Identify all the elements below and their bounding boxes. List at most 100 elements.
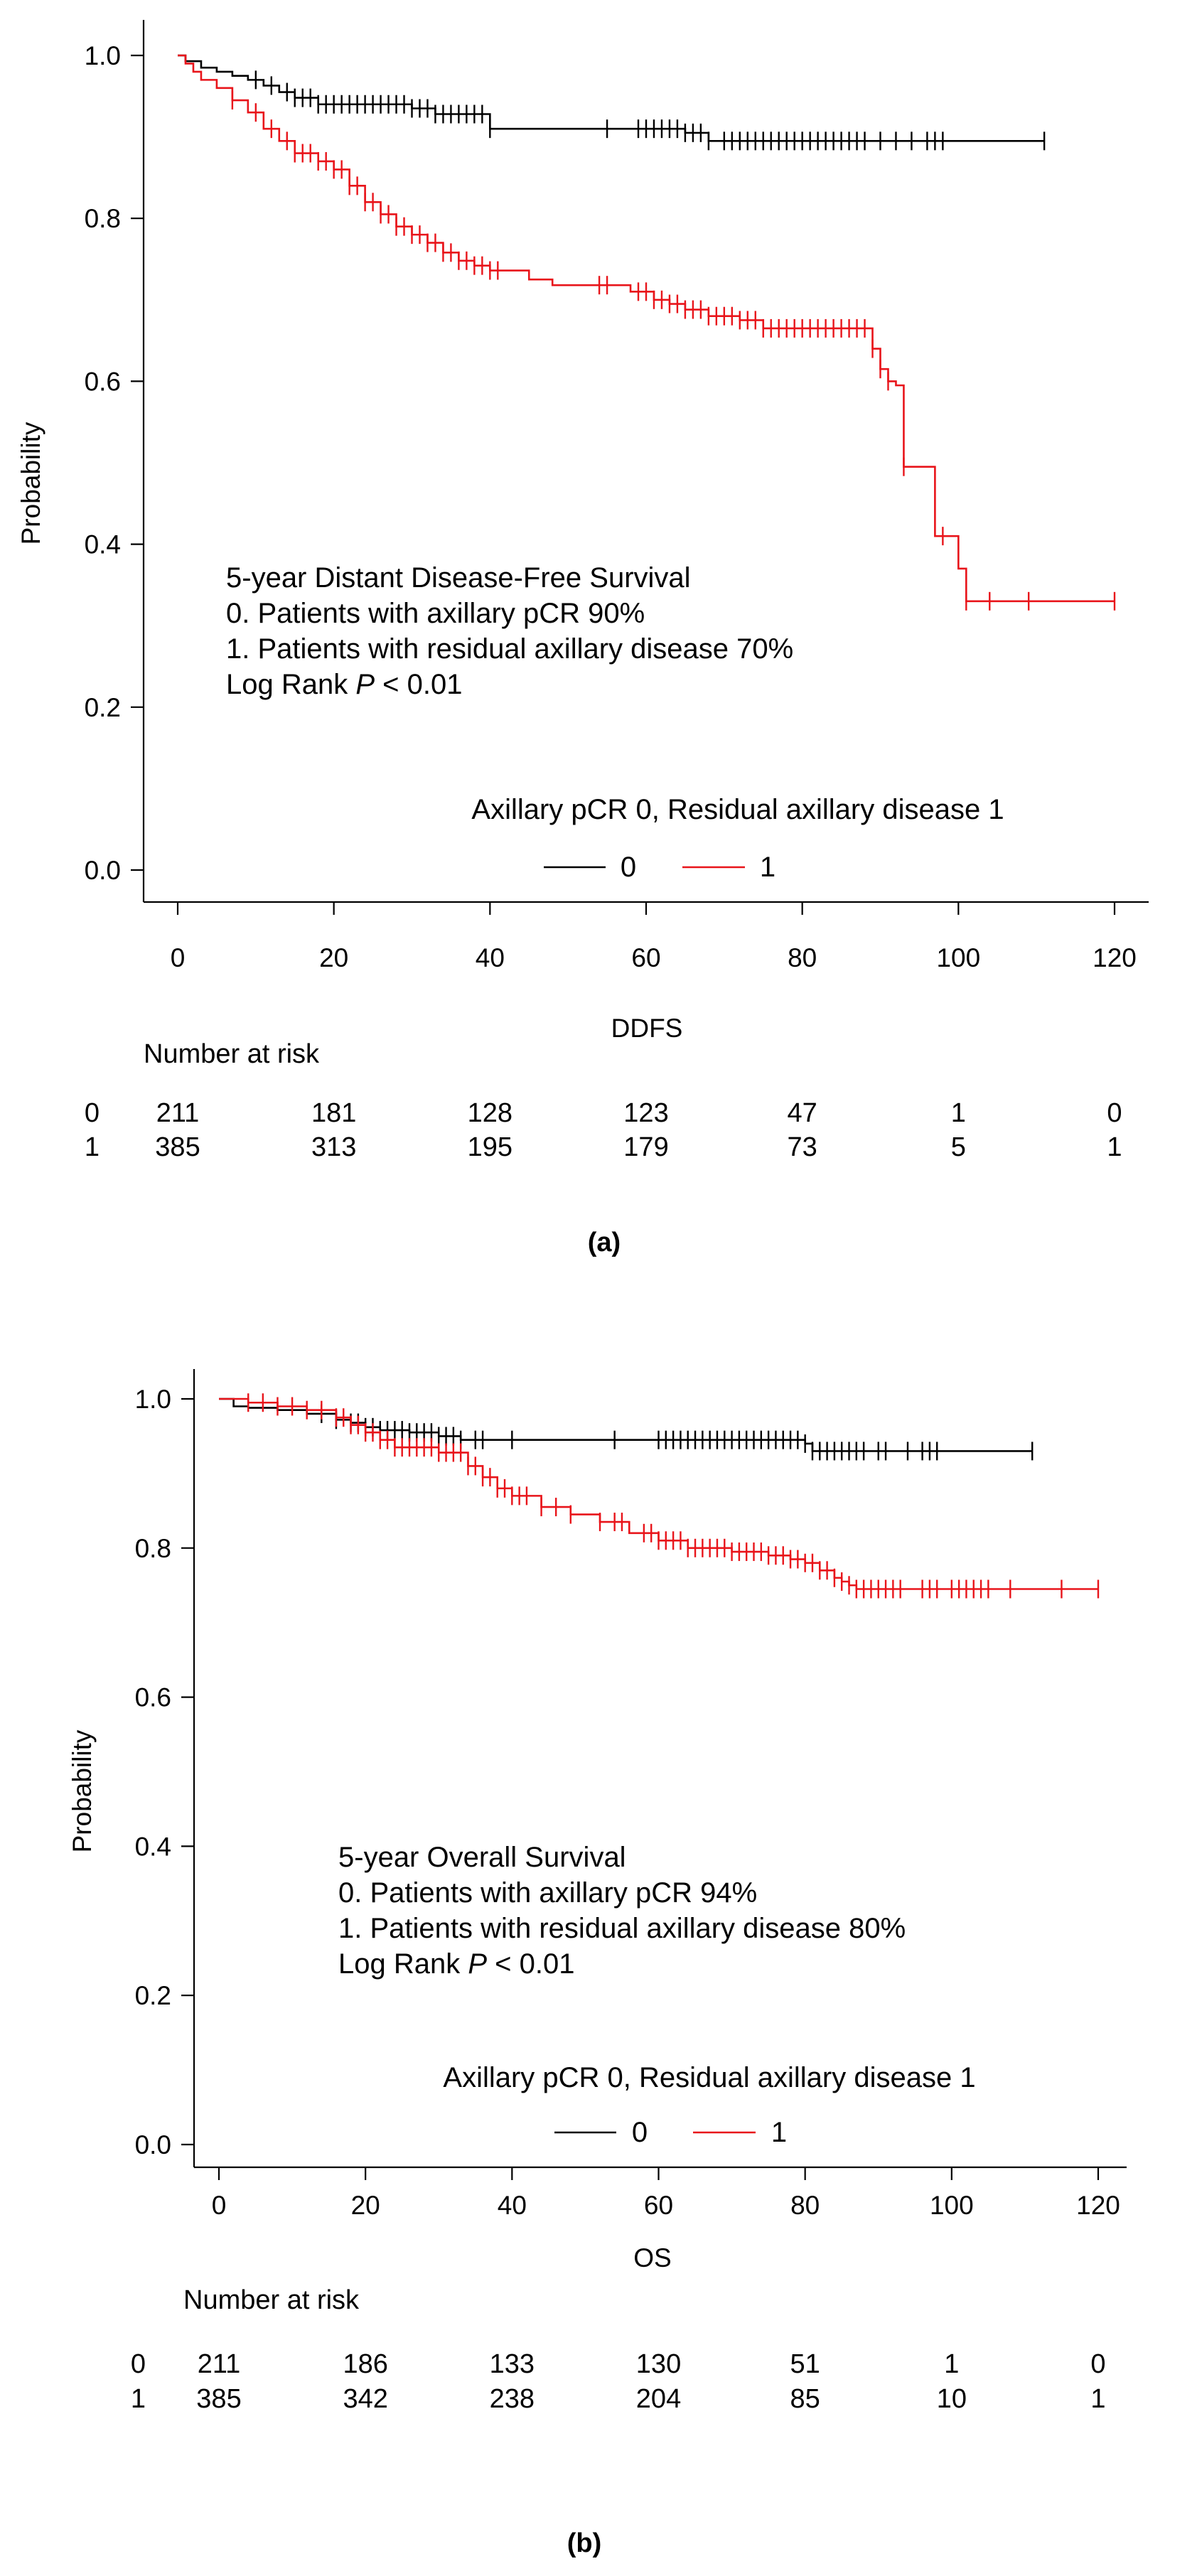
risk-count: 0 [1090, 2349, 1105, 2379]
risk-count: 204 [636, 2384, 681, 2414]
annotation-title: 5-year Distant Disease-Free Survival [226, 562, 691, 594]
chart-panel-a: 0.00.20.40.60.81.0 0 20 40 60 80 100 120 Proba… [16, 20, 1149, 1257]
risk-count: 313 [311, 1132, 356, 1162]
x-tick-label: 20 [351, 2191, 380, 2220]
km-curve-group-0 [219, 1397, 1033, 1452]
risk-count: 211 [156, 1098, 200, 1128]
legend-label-1: 1 [760, 852, 775, 883]
annotation-logrank: Log Rank P < 0.01 [226, 669, 462, 700]
annotation-group-0: 0. Patients with axillary pCR 90% [226, 598, 645, 629]
risk-table: 0 211 186 133 130 51 1 01 385 342 238 204 85 10 1 [131, 2349, 1106, 2414]
y-tick-label: 0.4 [135, 1832, 171, 1861]
risk-count: 5 [951, 1132, 966, 1162]
x-tick-label: 100 [930, 2191, 974, 2220]
risk-count: 123 [623, 1098, 668, 1128]
y-tick-label: 0.0 [135, 2130, 171, 2159]
x-tick-label: 100 [936, 943, 980, 972]
km-curve-group-0 [178, 54, 1045, 142]
panel-label-b: (b) [567, 2528, 602, 2558]
risk-count: 1 [1090, 2384, 1105, 2414]
x-tick-label: 120 [1093, 943, 1137, 972]
risk-table-title: Number at risk [144, 1039, 320, 1069]
risk-count: 130 [636, 2349, 681, 2379]
legend-title: Axillary pCR 0, Residual axillary diseas… [443, 2062, 975, 2093]
risk-row-group-label: 1 [131, 2384, 146, 2414]
x-tick-label: 0 [212, 2191, 227, 2220]
y-tick-label: 0.2 [85, 693, 121, 722]
risk-count: 1 [944, 2349, 959, 2379]
risk-count: 238 [490, 2384, 535, 2414]
km-curves [219, 1393, 1100, 1599]
legend-title: Axillary pCR 0, Residual axillary diseas… [471, 794, 1004, 825]
km-curves [178, 54, 1116, 611]
risk-count: 1 [1107, 1132, 1122, 1162]
logrank-prefix: Log Rank [226, 669, 355, 700]
panel-label-a: (a) [588, 1228, 621, 1257]
x-ticks: 0 20 40 60 80 100 120 [171, 902, 1137, 972]
y-tick-label: 0.0 [85, 856, 121, 885]
annotation-logrank: Log Rank P < 0.01 [338, 1948, 574, 1980]
chart-panel-b: 0.00.20.40.60.81.0 0 20 40 60 80 100 120 Proba… [68, 1369, 1127, 2558]
risk-count: 181 [311, 1098, 356, 1128]
logrank-p: P [468, 1948, 487, 1980]
annotation-group-0: 0. Patients with axillary pCR 94% [338, 1877, 757, 1909]
y-tick-label: 0.6 [85, 367, 121, 396]
risk-table-title: Number at risk [183, 2285, 360, 2315]
x-tick-label: 20 [319, 943, 348, 972]
risk-count: 85 [790, 2384, 820, 2414]
legend-label-0: 0 [632, 2117, 648, 2148]
y-tick-label: 0.6 [135, 1683, 171, 1712]
risk-count: 211 [198, 2349, 241, 2379]
x-axis-label: DDFS [611, 1014, 683, 1043]
risk-count: 10 [937, 2384, 967, 2414]
x-tick-label: 60 [644, 2191, 673, 2220]
risk-count: 133 [490, 2349, 535, 2379]
logrank-suffix: < 0.01 [375, 669, 462, 700]
risk-row-group-label: 0 [131, 2349, 146, 2379]
y-tick-label: 0.2 [135, 1981, 171, 2010]
annotation-group-1: 1. Patients with residual axillary disea… [338, 1913, 906, 1944]
y-axis-label: Probability [16, 422, 45, 544]
x-tick-label: 80 [790, 2191, 820, 2220]
y-tick-label: 0.4 [85, 530, 121, 559]
x-tick-label: 80 [788, 943, 817, 972]
risk-count: 47 [788, 1098, 817, 1128]
risk-row-group-label: 1 [85, 1132, 100, 1162]
risk-count: 51 [790, 2349, 820, 2379]
x-tick-label: 60 [631, 943, 660, 972]
risk-count: 179 [623, 1132, 668, 1162]
risk-count: 385 [196, 2384, 241, 2414]
legend-label-1: 1 [771, 2117, 787, 2148]
y-axis-label: Probability [68, 1729, 97, 1852]
x-tick-label: 40 [476, 943, 505, 972]
x-tick-label: 0 [171, 943, 186, 972]
risk-count: 73 [788, 1132, 817, 1162]
risk-count: 385 [155, 1132, 200, 1162]
x-ticks: 0 20 40 60 80 100 120 [212, 2167, 1120, 2220]
risk-count: 342 [343, 2384, 387, 2414]
legend-label-0: 0 [621, 852, 636, 883]
risk-count: 195 [468, 1132, 512, 1162]
x-tick-label: 40 [498, 2191, 527, 2220]
annotation-title: 5-year Overall Survival [338, 1842, 626, 1873]
annotation-group-1: 1. Patients with residual axillary disea… [226, 633, 793, 665]
risk-count: 0 [1107, 1098, 1122, 1128]
logrank-suffix: < 0.01 [487, 1948, 574, 1980]
y-tick-label: 0.8 [85, 204, 121, 233]
risk-table: 0 211 181 128 123 47 1 0 1 385 313 195 179 73 5 1 [85, 1098, 1122, 1162]
logrank-p: P [355, 669, 375, 700]
risk-count: 128 [468, 1098, 512, 1128]
y-tick-label: 1.0 [85, 41, 121, 70]
y-ticks: 0.0 0.2 0.4 0.6 0.8 1.0 [135, 1385, 194, 2159]
x-tick-label: 120 [1076, 2191, 1120, 2220]
y-tick-label: 1.0 [135, 1385, 171, 1414]
y-ticks: 0.0 0.2 0.4 0.6 0.8 1.0 [85, 41, 144, 885]
legend: Axillary pCR 0, Residual axillary diseas… [471, 794, 1004, 883]
y-tick-label: 0.8 [135, 1534, 171, 1563]
risk-row-group-label: 0 [85, 1098, 100, 1128]
x-axis-label: OS [633, 2243, 671, 2272]
logrank-prefix: Log Rank [338, 1948, 468, 1980]
risk-count: 186 [343, 2349, 387, 2379]
legend: Axillary pCR 0, Residual axillary diseas… [443, 2062, 975, 2148]
